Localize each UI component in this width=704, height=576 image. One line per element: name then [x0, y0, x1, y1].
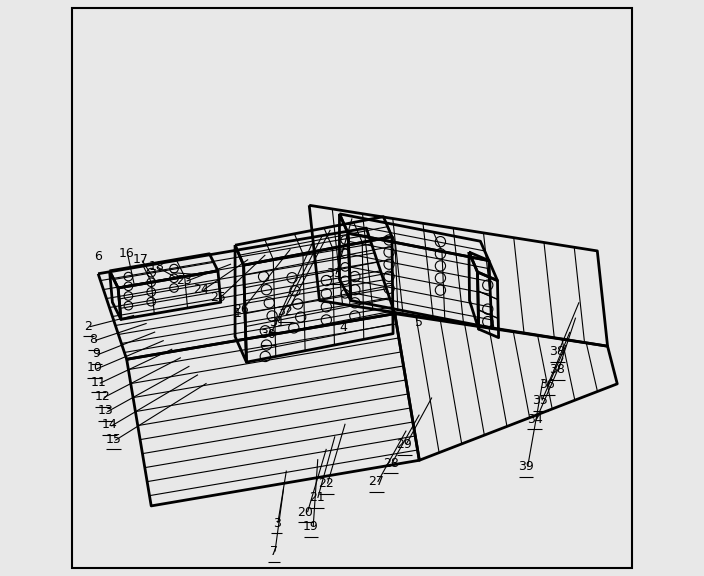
Text: 8: 8	[89, 333, 98, 346]
Text: 30: 30	[260, 328, 276, 341]
Text: 2: 2	[84, 320, 92, 333]
Text: 24: 24	[193, 283, 208, 295]
Text: 25: 25	[210, 291, 226, 304]
Text: 32: 32	[277, 305, 293, 319]
Text: 9: 9	[92, 347, 101, 360]
Text: 29: 29	[396, 438, 413, 451]
Text: 31: 31	[269, 316, 284, 329]
Text: 17: 17	[133, 253, 149, 266]
Text: 22: 22	[318, 477, 334, 490]
Text: 20: 20	[297, 506, 313, 518]
Text: 28: 28	[383, 457, 398, 469]
Text: 6: 6	[94, 250, 102, 263]
Text: 4: 4	[339, 321, 347, 335]
Text: 36: 36	[539, 378, 555, 392]
Text: 38: 38	[549, 346, 565, 358]
Text: 14: 14	[101, 418, 118, 431]
Text: 15: 15	[106, 433, 122, 446]
Text: 16: 16	[119, 247, 134, 260]
Text: 11: 11	[90, 376, 106, 389]
Text: 26: 26	[233, 302, 249, 316]
Text: 5: 5	[415, 316, 423, 329]
Text: 19: 19	[303, 520, 319, 533]
Text: 27: 27	[369, 475, 384, 488]
Text: 34: 34	[527, 412, 542, 426]
Text: 21: 21	[309, 491, 325, 505]
Text: 23: 23	[176, 274, 191, 287]
Text: 7: 7	[270, 545, 278, 558]
Text: 12: 12	[94, 390, 110, 403]
Text: 35: 35	[532, 394, 548, 407]
Text: 3: 3	[272, 517, 281, 529]
Text: 1: 1	[234, 307, 242, 320]
Text: 39: 39	[518, 460, 534, 473]
Text: 13: 13	[98, 404, 113, 417]
Text: 33: 33	[326, 267, 341, 281]
Text: 10: 10	[86, 361, 102, 374]
Text: 38: 38	[549, 363, 565, 376]
Text: 18: 18	[149, 260, 165, 273]
